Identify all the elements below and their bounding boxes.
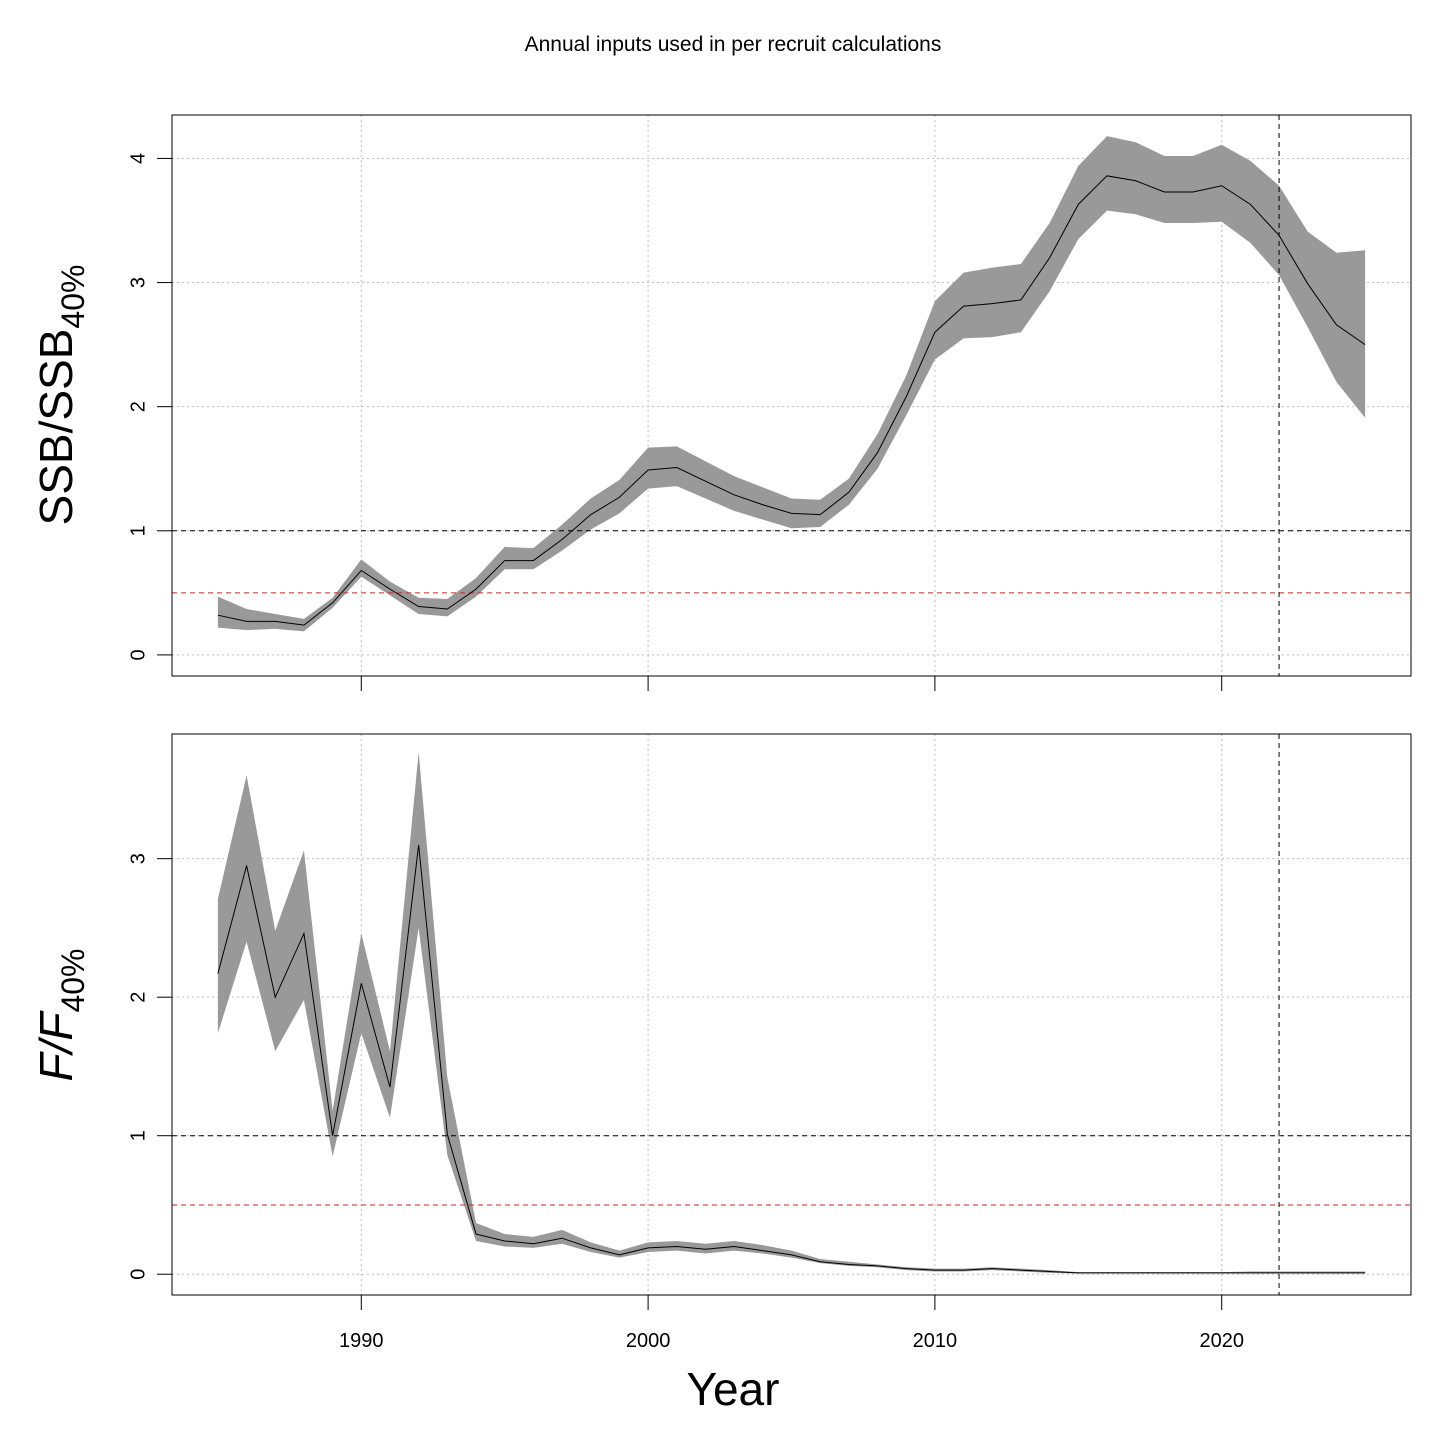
f-estimate-line (217, 844, 1366, 1274)
f-x-axis: 1990 2000 2010 2020 (339, 1294, 1244, 1352)
f-y-tick-label: 0 (127, 1269, 149, 1280)
f-y-axis-label-subscript: 40% (55, 948, 91, 1012)
f-y-axis-label: F/F40% (30, 948, 91, 1081)
ssb-y-tick-label: 4 (127, 153, 149, 164)
f-x-tick-label: 2000 (626, 1330, 671, 1352)
f-series (217, 844, 1366, 1274)
ssb-reference-lines (172, 115, 1411, 676)
ssb-series (217, 175, 1366, 626)
ssb-panel: 0 1 2 3 4 SSB/SSB40% (30, 114, 1412, 691)
f-x-tick-label: 2020 (1199, 1330, 1244, 1352)
f-confidence-band (217, 752, 1366, 1274)
f-x-tick-label: 2010 (913, 1330, 958, 1352)
f-y-tick-label: 3 (127, 853, 149, 864)
ssb-grid (172, 115, 1411, 676)
f-x-tick-label: 1990 (339, 1330, 384, 1352)
f-reference-lines (172, 734, 1411, 1295)
f-y-tick-label: 2 (127, 992, 149, 1003)
ssb-y-tick-label: 0 (127, 649, 149, 660)
ssb-y-tick-label: 1 (127, 525, 149, 536)
ssb-band (217, 136, 1366, 632)
figure-title: Annual inputs used in per recruit calcul… (525, 33, 942, 56)
x-axis-label: Year (687, 1363, 780, 1415)
ssb-x-axis (360, 675, 1223, 691)
ssb-estimate-line (217, 175, 1366, 626)
ssb-y-axis-label: SSB/SSB40% (30, 265, 91, 526)
ssb-y-axis: 0 1 2 3 4 (127, 153, 173, 660)
ssb-y-axis-label-subscript: 40% (55, 265, 91, 329)
f-y-tick-label: 1 (127, 1130, 149, 1141)
f-panel: 0 1 2 3 1990 2000 2010 2020 F/F40% (30, 733, 1412, 1352)
f-y-axis: 0 1 2 3 (127, 853, 173, 1280)
f-y-axis-label-main: F/F (30, 1010, 82, 1082)
ssb-y-tick-label: 2 (127, 401, 149, 412)
ssb-y-tick-label: 3 (127, 277, 149, 288)
ssb-confidence-band (217, 136, 1366, 632)
f-band (217, 752, 1366, 1274)
ssb-y-axis-label-main: SSB/SSB (30, 329, 82, 526)
